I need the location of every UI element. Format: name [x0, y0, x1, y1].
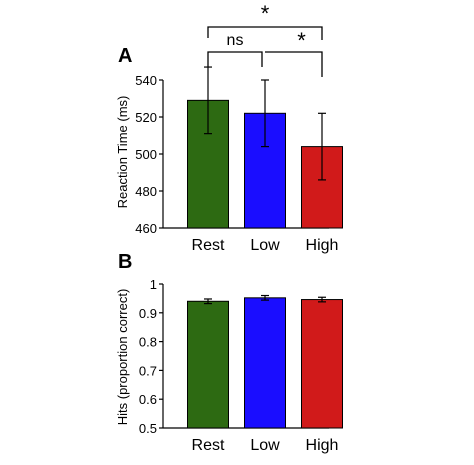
- panel-a-category-label-low: Low: [250, 237, 280, 254]
- panel-b-bar-rest: [187, 300, 229, 429]
- panel-a-letter: A: [118, 45, 132, 67]
- panel-b-y-tick-label: 0.7: [139, 363, 157, 378]
- panel-b-bar-low: [244, 297, 286, 429]
- panel-b-letter: B: [118, 251, 132, 273]
- significance-low-high-bracket: [265, 51, 323, 77]
- panel-b-y-tick-label: 0.5: [139, 421, 157, 436]
- panel-a-y-tick-label: 480: [135, 184, 157, 199]
- panel-b-category-label-low: Low: [250, 437, 280, 454]
- panel-a-y-tick-label: 500: [135, 147, 157, 162]
- panel-b-y-tick-label: 0.6: [139, 392, 157, 407]
- significance-rest-high-bracket: [207, 26, 323, 40]
- panel-b-category-label-rest: Rest: [192, 437, 225, 454]
- significance-rest-high-label: *: [261, 1, 270, 26]
- panel-b-y-axis-label: Hits (proportion correct): [115, 289, 130, 426]
- panel-a-y-tick-label: 540: [135, 73, 157, 88]
- panel-b-y-tick-label: 0.8: [139, 335, 157, 350]
- panel-b-bar-high: [301, 299, 343, 429]
- panel-b: B Hits (proportion correct) 0.5 0.6 0.7 0.8…: [115, 251, 343, 454]
- panel-a: A Reaction Time (ms) 460 480 500 520 540 Rest…: [115, 1, 343, 254]
- panel-a-y-tick-label: 460: [135, 221, 157, 236]
- panel-b-category-label-high: High: [306, 437, 339, 454]
- panel-a-category-label-high: High: [306, 237, 339, 254]
- significance-low-high-label: *: [297, 28, 306, 53]
- panel-a-y-tick-label: 520: [135, 110, 157, 125]
- panel-a-category-label-rest: Rest: [192, 237, 225, 254]
- significance-rest-low-label: ns: [227, 32, 244, 49]
- panel-a-plot: 460 480 500 520 540 Rest Low High ns * *: [135, 1, 343, 254]
- panel-b-plot: 0.5 0.6 0.7 0.8 0.9 1 Rest Low High: [139, 277, 343, 454]
- panel-b-y-tick-label: 1: [150, 277, 157, 292]
- significance-rest-low-bracket: [207, 51, 263, 67]
- panel-a-y-axis-label: Reaction Time (ms): [115, 96, 130, 209]
- panel-b-y-tick-label: 0.9: [139, 306, 157, 321]
